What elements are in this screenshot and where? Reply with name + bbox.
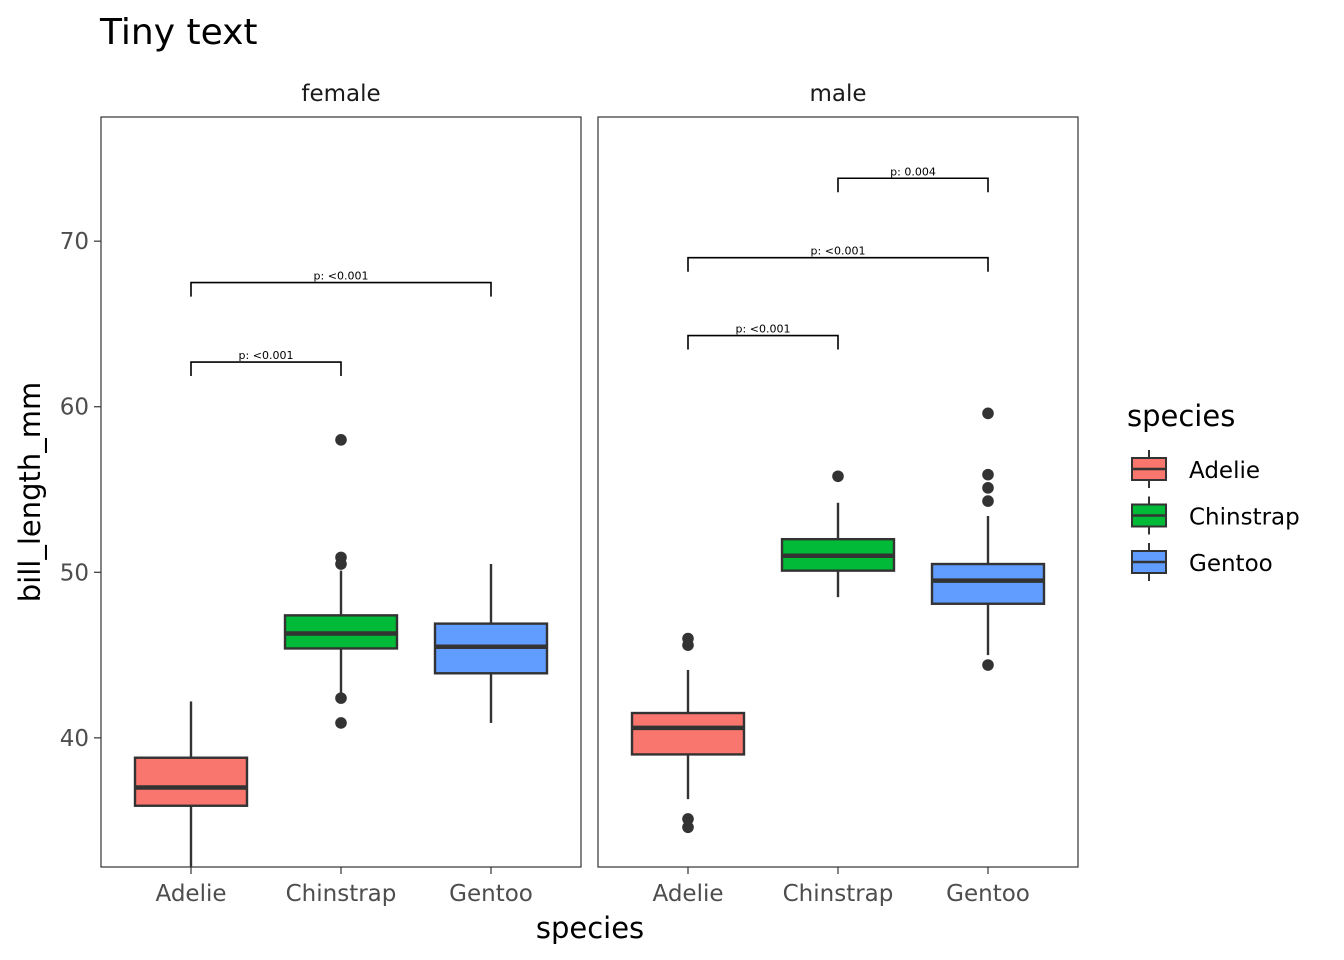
outlier-point bbox=[982, 495, 994, 507]
legend-entry-adelie: Adelie bbox=[1131, 450, 1260, 488]
outlier-point bbox=[682, 821, 694, 834]
legend: species Adelie Chinstrap Gentoo bbox=[1127, 399, 1300, 581]
outlier-point bbox=[335, 434, 347, 446]
outlier-point bbox=[832, 470, 844, 483]
box-iqr bbox=[630, 711, 746, 756]
y-tick-label: 50 bbox=[60, 560, 89, 586]
facet-panel-female: female 40 50 60 70 Adelie Chinstrap Gentoo p: <0… bbox=[60, 81, 582, 907]
significance-bracket: p: <0.001 bbox=[190, 270, 492, 297]
bracket-line bbox=[687, 256, 989, 272]
facet-panels: female 40 50 60 70 Adelie Chinstrap Gentoo p: <0… bbox=[60, 81, 1079, 907]
box-chinstrap bbox=[780, 470, 896, 598]
significance-bracket: p: <0.001 bbox=[687, 245, 989, 272]
outlier-point bbox=[982, 407, 994, 420]
p-value-label: p: <0.001 bbox=[736, 323, 791, 336]
significance-bracket: p: <0.001 bbox=[190, 349, 342, 377]
bracket-line bbox=[837, 177, 989, 193]
box-iqr bbox=[133, 756, 249, 807]
legend-title: species bbox=[1127, 399, 1235, 433]
p-value-label: p: 0.004 bbox=[890, 165, 936, 178]
x-tick-label: Gentoo bbox=[946, 881, 1030, 907]
outlier-point bbox=[982, 659, 994, 671]
box-iqr bbox=[930, 562, 1046, 605]
outlier-point bbox=[335, 551, 347, 564]
outlier-point bbox=[335, 717, 347, 729]
outlier-point bbox=[982, 468, 994, 481]
legend-label: Adelie bbox=[1189, 458, 1260, 484]
facet-strip-label: male bbox=[809, 81, 866, 107]
facet-strip-label: female bbox=[301, 81, 380, 107]
box-gentoo bbox=[930, 407, 1046, 671]
bracket-line bbox=[190, 281, 492, 297]
bracket-line bbox=[687, 334, 839, 350]
box-gentoo bbox=[433, 564, 549, 723]
box-adelie bbox=[630, 632, 746, 834]
significance-bracket: p: <0.001 bbox=[687, 323, 839, 350]
y-tick-label: 60 bbox=[60, 395, 89, 421]
bracket-line bbox=[190, 361, 342, 377]
box-chinstrap bbox=[283, 434, 399, 729]
significance-bracket: p: 0.004 bbox=[837, 165, 989, 193]
box-adelie bbox=[133, 701, 249, 867]
outlier-point bbox=[682, 632, 694, 645]
x-tick-label: Adelie bbox=[652, 881, 723, 907]
x-tick-label: Gentoo bbox=[449, 881, 533, 907]
outlier-point bbox=[335, 692, 347, 704]
x-tick-label: Chinstrap bbox=[783, 881, 894, 907]
facet-panel-male: male Adelie Chinstrap Gentoo p: <0.001 p: <0.… bbox=[597, 81, 1079, 907]
outlier-point bbox=[682, 813, 694, 825]
y-tick-label: 70 bbox=[60, 229, 89, 255]
legend-label: Gentoo bbox=[1189, 551, 1273, 577]
p-value-label: p: <0.001 bbox=[314, 270, 369, 283]
x-tick-label: Adelie bbox=[155, 881, 226, 907]
outlier-point bbox=[982, 482, 994, 494]
p-value-label: p: <0.001 bbox=[239, 349, 294, 362]
p-value-label: p: <0.001 bbox=[811, 245, 866, 258]
panel-border bbox=[100, 116, 582, 868]
legend-entry-gentoo: Gentoo bbox=[1131, 543, 1273, 581]
x-tick-label: Chinstrap bbox=[286, 881, 397, 907]
legend-entry-chinstrap: Chinstrap bbox=[1131, 496, 1300, 535]
legend-entries: Adelie Chinstrap Gentoo bbox=[1131, 450, 1300, 581]
y-tick-label: 40 bbox=[60, 726, 89, 752]
x-axis-label: species bbox=[536, 911, 644, 945]
legend-label: Chinstrap bbox=[1189, 505, 1300, 531]
chart-title: Tiny text bbox=[99, 12, 258, 53]
y-axis-label: bill_length_mm bbox=[13, 382, 47, 603]
